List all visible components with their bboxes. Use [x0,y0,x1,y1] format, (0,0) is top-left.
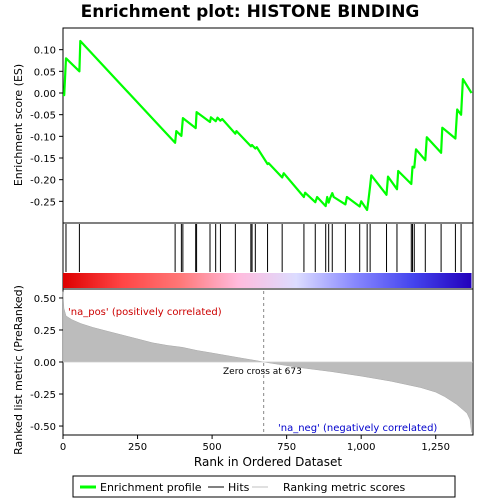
es-y-tick-label: -0.10 [30,132,56,143]
legend-label-enrichment-profile: Enrichment profile [100,481,202,494]
es-y-tick-label: 0.10 [34,46,56,57]
es-y-tick-label: 0.05 [34,67,56,78]
chart-title: Enrichment plot: HISTONE BINDING [81,2,420,22]
es-y-tick-label: -0.15 [30,154,56,165]
metric-panel: 0.50 0.25 0.00 -0.25 -0.50 0 250 500 750 1,000 1,… [30,288,474,453]
es-y-tick-label: 0.00 [34,89,56,100]
pos-label: 'na_pos' (positively correlated) [68,307,222,318]
es-y-axis: 0.10 0.05 0.00 -0.05 -0.10 -0.15 -0.20 -0.25 [30,46,63,208]
es-plot-frame [62,27,474,224]
metric-y-tick-label: 0.25 [34,326,56,337]
metric-area-group [62,291,473,433]
es-panel: 0.10 0.05 0.00 -0.05 -0.10 -0.15 -0.20 -0.25 [30,27,474,224]
neg-label: 'na_neg' (negatively correlated) [278,423,437,434]
es-curve-group [63,39,473,212]
rank-x-tick-label: 250 [128,442,147,453]
rank-x-tick-label: 1,000 [347,442,376,453]
es-y-tick-label: -0.20 [30,176,56,187]
metric-y-tick-label: -0.50 [30,422,56,433]
es-y-tick-label: -0.25 [30,197,56,208]
color-bar-fill [63,273,472,288]
rank-x-tick-label: 500 [203,442,222,453]
es-y-axis-label: Enrichment score (ES) [12,64,25,186]
metric-y-tick-label: -0.25 [30,390,56,401]
legend: Enrichment profile Hits Ranking metric s… [72,475,456,498]
rank-x-axis: 0 250 500 750 1,000 1,250 [60,435,450,453]
metric-y-axis-label: Ranked list metric (PreRanked) [12,285,25,455]
rank-x-tick-label: 0 [60,442,66,453]
legend-label-hits: Hits [228,481,250,494]
rank-x-tick-label: 1,250 [421,442,450,453]
hits-panel [62,222,474,290]
metric-y-tick-label: 0.00 [34,358,56,369]
metric-y-axis: 0.50 0.25 0.00 -0.25 -0.50 [30,294,63,433]
rank-color-bar [63,273,472,288]
es-y-tick-label: -0.05 [30,111,56,122]
zero-cross-label: Zero cross at 673 [223,367,302,377]
hit-lines-group [65,224,462,272]
legend-label-ranking-metric: Ranking metric scores [283,481,405,494]
metric-y-tick-label: 0.50 [34,294,56,305]
enrichment-profile-line [63,39,473,212]
rank-x-tick-label: 750 [277,442,296,453]
x-axis-label: Rank in Ordered Dataset [194,455,342,469]
